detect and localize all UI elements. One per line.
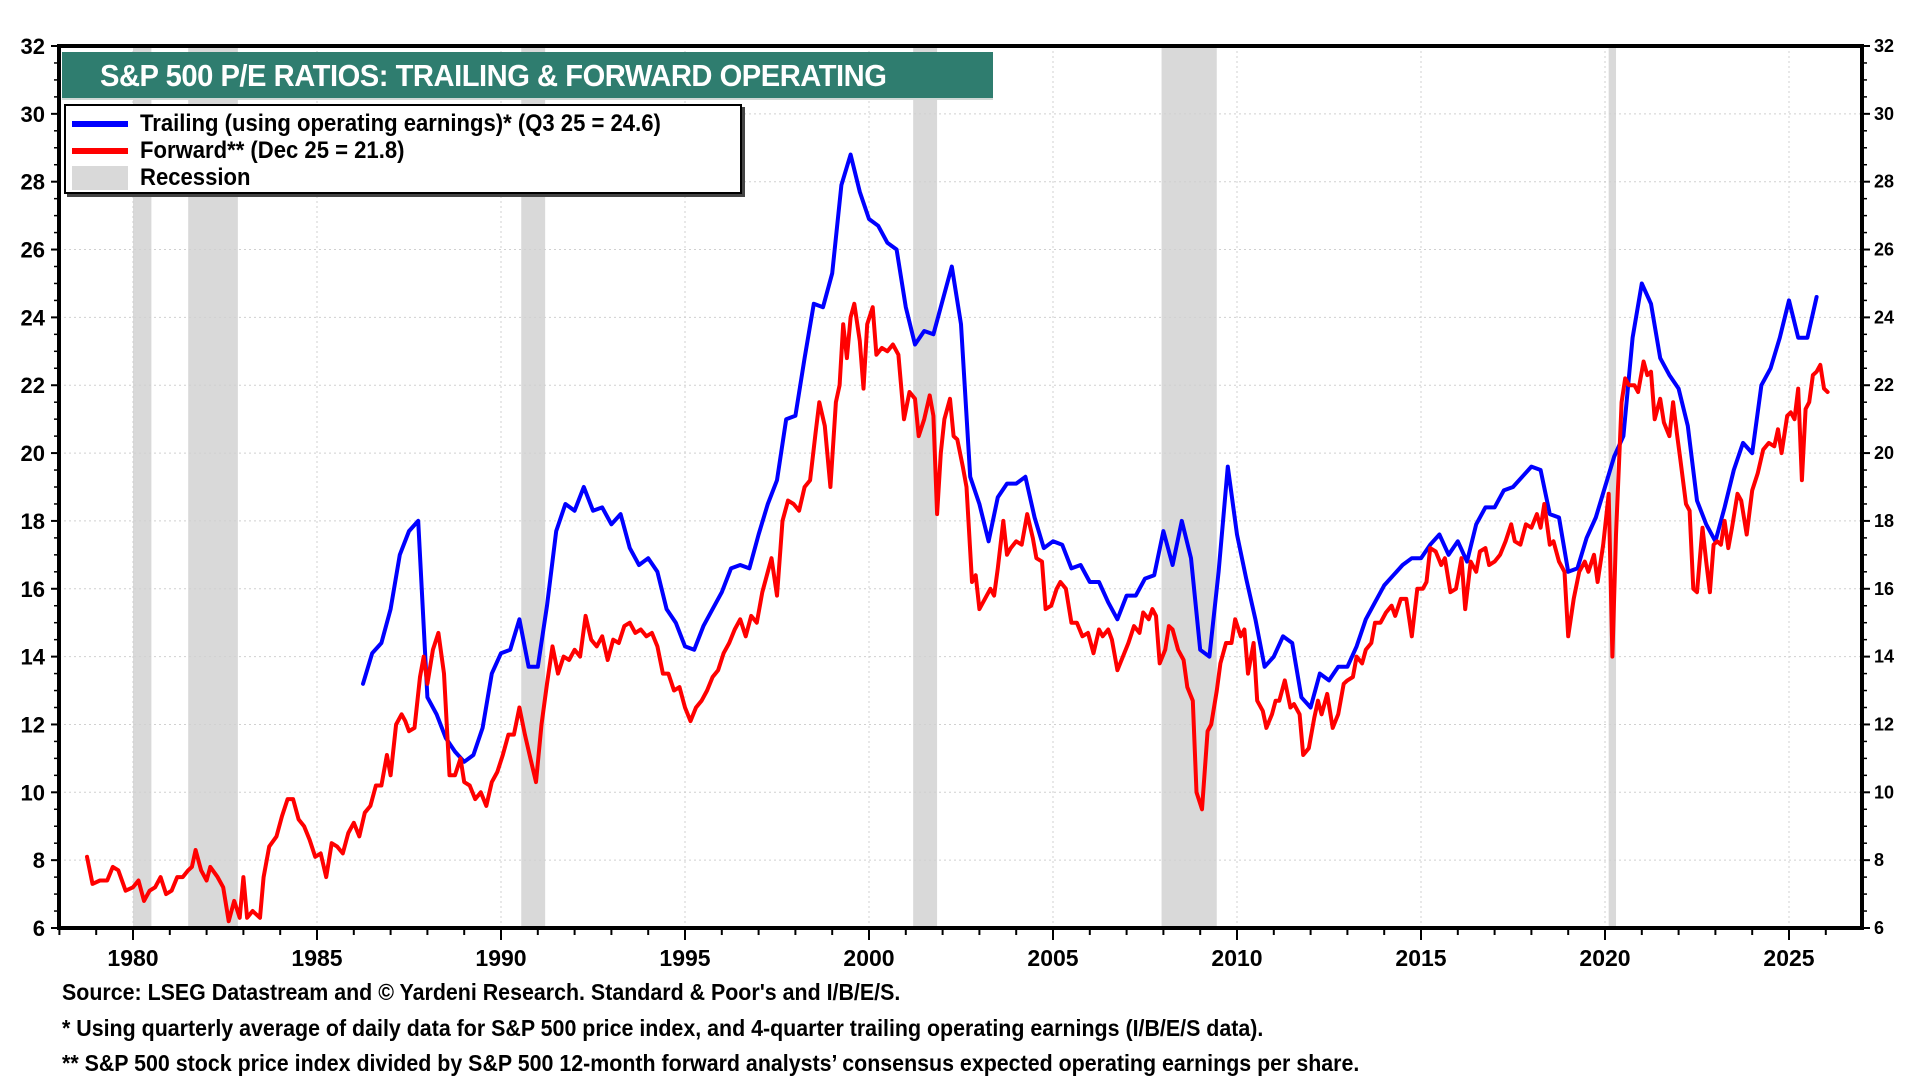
x-tick-label: 1990 bbox=[475, 945, 526, 971]
right-y-tick-label: 16 bbox=[1874, 579, 1894, 599]
right-y-tick-label: 8 bbox=[1874, 850, 1884, 870]
x-tick-label: 2025 bbox=[1763, 945, 1814, 971]
footer-note-2: ** S&P 500 stock price index divided by … bbox=[62, 1050, 1360, 1076]
left-y-tick-label: 8 bbox=[33, 848, 45, 873]
chart-title-banner: S&P 500 P/E RATIOS: TRAILING & FORWARD O… bbox=[62, 52, 993, 100]
recession-band bbox=[1161, 46, 1217, 928]
left-y-tick-label: 30 bbox=[21, 102, 45, 127]
right-y-axis: 6 8 10 12 14 16 18 20 22 24 26 28 30 32 bbox=[1862, 36, 1894, 938]
left-y-tick-label: 6 bbox=[33, 916, 45, 941]
series-lines bbox=[85, 152, 1830, 924]
left-y-tick-label: 16 bbox=[21, 577, 45, 602]
left-y-tick-label: 22 bbox=[21, 373, 45, 398]
right-y-tick-label: 6 bbox=[1874, 918, 1884, 938]
recession-band bbox=[1608, 46, 1617, 928]
right-y-tick-label: 32 bbox=[1874, 36, 1894, 56]
right-y-tick-label: 24 bbox=[1874, 307, 1894, 327]
x-axis: 1980 1985 1990 1995 2000 2005 2010 2015 2020 2025 bbox=[58, 928, 1827, 971]
x-tick-label: 2000 bbox=[843, 945, 894, 971]
left-y-tick-label: 26 bbox=[21, 238, 45, 263]
right-y-tick-label: 12 bbox=[1874, 714, 1894, 734]
left-y-tick-label: 18 bbox=[21, 509, 45, 534]
recession-band bbox=[521, 46, 546, 928]
right-y-tick-label: 26 bbox=[1874, 240, 1894, 260]
left-y-axis: 6 8 10 12 14 16 18 20 22 24 26 28 30 32 bbox=[21, 34, 59, 941]
legend-label-recession: Recession bbox=[140, 164, 251, 191]
x-tick-label: 2005 bbox=[1027, 945, 1078, 971]
recession-bands bbox=[133, 46, 1617, 928]
legend-swatch-trailing bbox=[72, 121, 128, 127]
x-tick-label: 2015 bbox=[1395, 945, 1446, 971]
legend: Trailing (using operating earnings)* (Q3… bbox=[64, 104, 742, 194]
left-y-tick-label: 28 bbox=[21, 170, 45, 195]
right-y-tick-label: 18 bbox=[1874, 511, 1894, 531]
left-y-tick-label: 12 bbox=[21, 712, 45, 737]
x-tick-label: 2020 bbox=[1579, 945, 1630, 971]
recession-band bbox=[913, 46, 938, 928]
right-y-tick-label: 28 bbox=[1874, 172, 1894, 192]
legend-label-trailing: Trailing (using operating earnings)* (Q3… bbox=[140, 110, 661, 137]
right-y-tick-label: 30 bbox=[1874, 104, 1894, 124]
legend-swatch-recession bbox=[72, 166, 128, 190]
recession-band bbox=[133, 46, 152, 928]
left-y-tick-label: 14 bbox=[21, 645, 46, 670]
left-y-tick-label: 32 bbox=[21, 34, 45, 59]
right-y-tick-label: 20 bbox=[1874, 443, 1894, 463]
right-y-tick-label: 10 bbox=[1874, 782, 1894, 802]
x-tick-label: 2010 bbox=[1211, 945, 1262, 971]
right-y-tick-label: 14 bbox=[1874, 647, 1894, 667]
footer-note-1: * Using quarterly average of daily data … bbox=[62, 1015, 1264, 1041]
x-tick-label: 1995 bbox=[659, 945, 710, 971]
series-line-forward bbox=[85, 301, 1830, 924]
legend-label-forward: Forward** (Dec 25 = 21.8) bbox=[140, 137, 405, 164]
legend-item-recession: Recession bbox=[72, 164, 260, 192]
left-y-tick-label: 20 bbox=[21, 441, 45, 466]
legend-item-forward: Forward** (Dec 25 = 21.8) bbox=[72, 137, 427, 165]
left-y-tick-label: 10 bbox=[21, 780, 45, 805]
legend-swatch-forward bbox=[72, 148, 128, 154]
chart-title: S&P 500 P/E RATIOS: TRAILING & FORWARD O… bbox=[100, 58, 887, 93]
right-y-tick-label: 22 bbox=[1874, 375, 1894, 395]
left-y-tick-label: 24 bbox=[21, 305, 46, 330]
x-tick-label: 1985 bbox=[291, 945, 342, 971]
series-line-trailing bbox=[361, 152, 1819, 764]
legend-item-trailing: Trailing (using operating earnings)* (Q3… bbox=[72, 110, 706, 138]
footer-source: Source: LSEG Datastream and © Yardeni Re… bbox=[62, 979, 901, 1005]
gridlines bbox=[59, 46, 1862, 928]
x-tick-label: 1980 bbox=[107, 945, 158, 971]
